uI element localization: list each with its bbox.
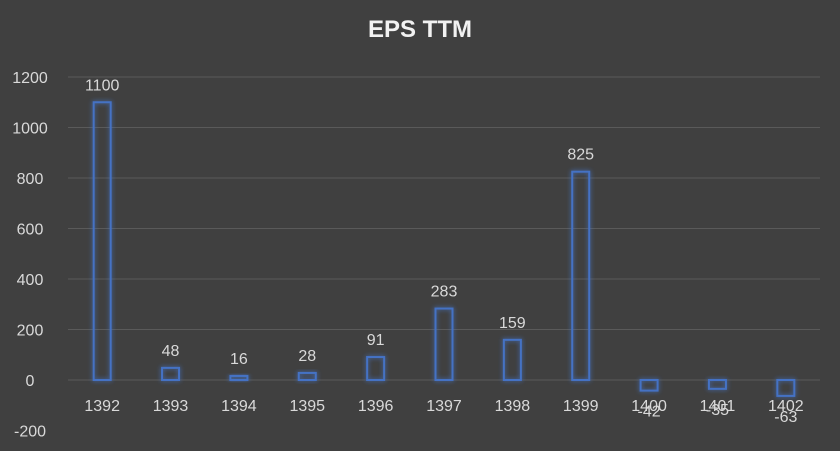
data-label: 91 xyxy=(367,332,385,349)
data-label: 48 xyxy=(162,343,180,360)
data-label: 16 xyxy=(230,351,248,368)
bar xyxy=(161,366,181,382)
x-tick-label: 1395 xyxy=(289,398,325,415)
y-axis-ticks: -200 0 200 400 600 800 1000 1200 xyxy=(12,70,48,441)
data-label: 28 xyxy=(298,348,316,365)
data-label: -35 xyxy=(706,402,729,419)
gridlines xyxy=(68,76,820,381)
bar xyxy=(92,101,112,381)
x-tick-label: 1394 xyxy=(221,398,257,415)
x-tick-label: 1397 xyxy=(426,398,462,415)
data-label: 1100 xyxy=(85,77,120,94)
chart-title: EPS TTM xyxy=(367,16,472,43)
data-label: 283 xyxy=(431,284,458,301)
x-tick-label: 1396 xyxy=(358,398,394,415)
x-tick-label: 1401 xyxy=(700,398,736,415)
x-tick-label: 1392 xyxy=(84,398,120,415)
y-tick-label: 200 xyxy=(17,323,44,340)
x-tick-label: 1400 xyxy=(631,398,667,415)
x-tick-label: 1402 xyxy=(768,398,804,415)
bar xyxy=(502,338,522,382)
bar xyxy=(297,371,317,381)
bar xyxy=(229,374,249,381)
x-axis-ticks: 1392 1393 1394 1395 1396 1397 1398 1399 1400 1401… xyxy=(84,398,803,415)
data-label: -42 xyxy=(638,404,661,421)
bar xyxy=(571,170,591,381)
x-tick-label: 1393 xyxy=(153,398,189,415)
data-label: -63 xyxy=(774,409,797,426)
bar xyxy=(434,307,454,382)
y-tick-label: 1200 xyxy=(12,70,48,87)
bar xyxy=(366,356,386,381)
bar xyxy=(707,379,727,390)
y-tick-label: 1000 xyxy=(12,121,48,138)
y-tick-label: 800 xyxy=(17,171,44,188)
y-tick-label: 600 xyxy=(17,222,44,239)
bar xyxy=(776,379,796,397)
y-tick-label: 0 xyxy=(26,373,35,390)
y-tick-label: -200 xyxy=(14,424,46,441)
data-labels: 1100 48 16 28 91 283 159 825 -42 -35 -63 xyxy=(85,77,798,426)
x-tick-label: 1399 xyxy=(563,398,599,415)
data-label: 159 xyxy=(499,315,526,332)
data-label: 825 xyxy=(567,147,594,164)
x-tick-label: 1398 xyxy=(495,398,531,415)
bar xyxy=(639,379,659,392)
y-tick-label: 400 xyxy=(17,272,44,289)
bars xyxy=(92,101,796,397)
